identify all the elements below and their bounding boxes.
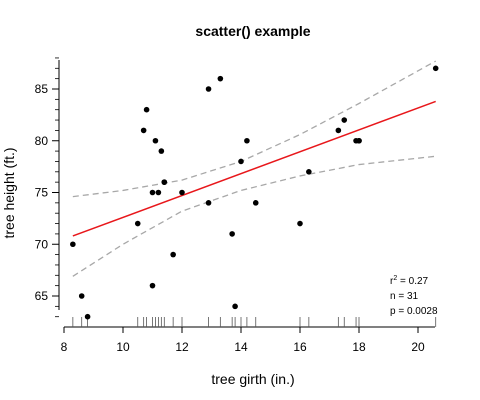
data-point xyxy=(341,117,348,123)
y-tick-label: 85 xyxy=(35,82,49,96)
x-axis: 8 10 12 14 16 18 20 xyxy=(61,326,435,354)
r-squared-sup: 2 xyxy=(393,275,397,282)
x-tick-label: 18 xyxy=(352,340,366,354)
stats-annotation: r2 = 0.27 n = 31 p = 0.0028 xyxy=(390,275,438,317)
data-point xyxy=(143,106,150,113)
y-tick-label: 75 xyxy=(35,186,49,200)
confidence-band-lower xyxy=(72,155,436,277)
y-axis-label: tree height (ft.) xyxy=(1,147,17,238)
r-squared-value: = 0.27 xyxy=(397,276,428,287)
data-point xyxy=(70,241,76,248)
data-point xyxy=(432,65,439,72)
data-point xyxy=(335,127,342,134)
y-tick-label: 80 xyxy=(35,134,49,148)
data-point xyxy=(244,137,250,144)
data-point xyxy=(170,251,176,258)
data-point xyxy=(78,293,85,299)
r-squared-label: r2 = 0.27 xyxy=(390,275,429,287)
data-points xyxy=(70,65,439,320)
y-axis-ticks: 65 70 75 80 85 xyxy=(35,82,59,303)
x-tick-label: 10 xyxy=(116,340,130,354)
data-point xyxy=(149,282,156,289)
y-tick-label: 65 xyxy=(35,289,49,303)
data-point xyxy=(238,158,244,165)
data-point xyxy=(229,231,235,237)
data-point xyxy=(205,200,212,206)
p-value-label: p = 0.0028 xyxy=(390,306,438,317)
data-point xyxy=(134,220,141,227)
data-point xyxy=(155,189,162,196)
x-tick-label: 8 xyxy=(61,340,68,354)
x-tick-label: 20 xyxy=(411,340,425,354)
x-rug xyxy=(72,317,437,327)
data-point xyxy=(252,200,259,206)
data-point xyxy=(152,137,159,144)
n-label: n = 31 xyxy=(390,291,419,302)
data-point xyxy=(356,137,362,144)
chart-title: scatter() example xyxy=(195,23,310,39)
x-axis-ticks: 8 10 12 14 16 18 20 xyxy=(61,327,425,354)
y-axis-minor-ticks xyxy=(55,57,59,318)
data-point xyxy=(205,86,212,92)
data-point xyxy=(306,169,312,175)
confidence-band-upper xyxy=(72,60,437,198)
x-axis-label: tree girth (in.) xyxy=(211,371,294,387)
data-point xyxy=(161,179,168,185)
fit-line xyxy=(72,100,436,237)
data-point xyxy=(217,75,224,82)
x-tick-label: 12 xyxy=(175,340,189,354)
data-point xyxy=(158,148,165,154)
y-tick-label: 70 xyxy=(35,237,49,251)
x-tick-label: 14 xyxy=(234,340,248,354)
data-point xyxy=(149,189,156,196)
y-axis: 65 70 75 80 85 xyxy=(35,57,60,318)
data-point xyxy=(140,127,147,134)
data-point xyxy=(297,220,303,227)
regression-line xyxy=(72,100,436,237)
x-tick-label: 16 xyxy=(293,340,307,354)
data-point xyxy=(232,303,238,310)
r-squared-prefix: r xyxy=(390,276,394,287)
data-point xyxy=(84,313,91,320)
data-point xyxy=(179,189,185,196)
